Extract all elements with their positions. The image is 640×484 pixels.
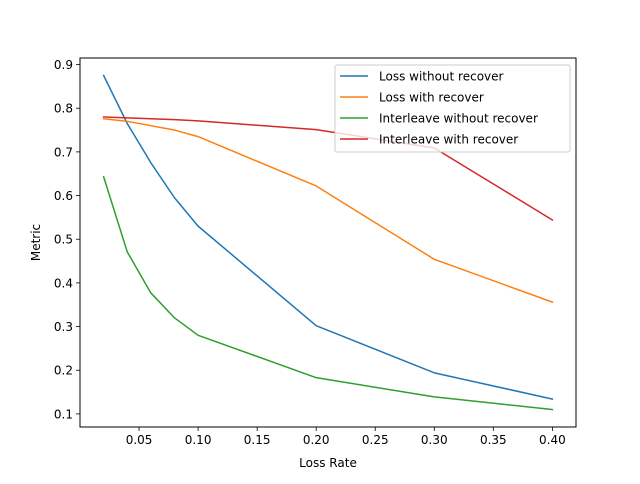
x-tick-label: 0.40 — [539, 433, 566, 447]
y-axis-label: Metric — [29, 224, 43, 261]
y-tick-label: 0.8 — [54, 102, 73, 116]
x-tick-label: 0.05 — [126, 433, 153, 447]
y-tick-label: 0.7 — [54, 145, 73, 159]
legend-box — [334, 64, 571, 153]
plot-frame — [79, 57, 577, 428]
y-tick-label: 0.6 — [54, 189, 73, 203]
y-tick-label: 0.3 — [54, 320, 73, 334]
legend-label: Loss with recover — [379, 91, 484, 105]
y-axis-ticks: 0.1 0.2 0.3 0.4 0.5 0.6 0.7 0.8 0.9 — [54, 58, 80, 421]
legend-label: Loss without recover — [379, 70, 504, 84]
x-tick-label: 0.15 — [244, 433, 271, 447]
x-tick-label: 0.35 — [480, 433, 507, 447]
y-tick-label: 0.5 — [54, 233, 73, 247]
series-line-3 — [102, 175, 554, 411]
series-line-2 — [102, 117, 554, 304]
legend-label: Interleave without recover — [379, 112, 538, 126]
y-tick-label: 0.2 — [54, 364, 73, 378]
y-tick-label: 0.4 — [54, 276, 73, 290]
x-axis-ticks: 0.05 0.10 0.15 0.20 0.25 0.30 0.35 0.40 — [126, 427, 566, 447]
series-line-1 — [102, 74, 554, 400]
legend-label: Interleave with recover — [379, 133, 518, 147]
x-tick-label: 0.10 — [185, 433, 212, 447]
series-layer — [102, 74, 554, 411]
legend: Loss without recover Loss with recover Int… — [334, 64, 571, 153]
x-tick-label: 0.30 — [421, 433, 448, 447]
x-tick-label: 0.25 — [362, 433, 389, 447]
y-tick-label: 0.9 — [54, 58, 73, 72]
x-axis-label: Loss Rate — [299, 456, 357, 470]
y-tick-label: 0.1 — [54, 407, 73, 421]
x-tick-label: 0.20 — [303, 433, 330, 447]
